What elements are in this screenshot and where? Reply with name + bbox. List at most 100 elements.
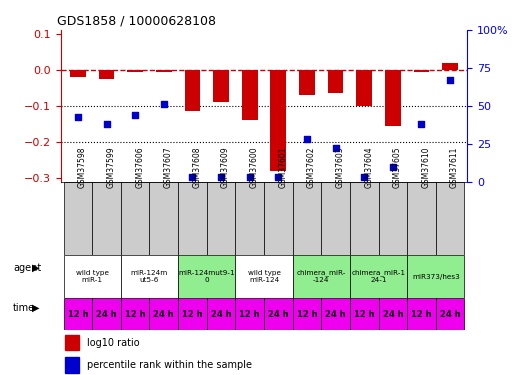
Point	[102, 121, 111, 127]
Text: GSM37600: GSM37600	[250, 146, 259, 188]
Bar	[92, 298, 121, 330]
Text: 24 h: 24 h	[96, 310, 117, 319]
Bar	[328, 70, 343, 93]
Text: GDS1858 / 10000628108: GDS1858 / 10000628108	[56, 15, 215, 27]
Text: 24 h: 24 h	[154, 310, 174, 319]
Bar	[121, 298, 149, 330]
Bar	[436, 298, 465, 330]
Bar	[264, 298, 293, 330]
Bar	[264, 182, 293, 255]
Text: miR-124mut9-1
0: miR-124mut9-1 0	[178, 270, 235, 283]
Point	[417, 121, 426, 127]
Bar	[379, 298, 407, 330]
Text: 12 h: 12 h	[68, 310, 88, 319]
Bar	[235, 298, 264, 330]
Bar	[242, 70, 258, 120]
Text: GSM37609: GSM37609	[221, 146, 230, 188]
Text: ▶: ▶	[32, 303, 39, 313]
Bar	[436, 182, 465, 255]
Bar	[235, 255, 293, 298]
Point	[389, 164, 397, 170]
Point	[274, 174, 282, 180]
Bar	[442, 63, 458, 70]
Bar	[213, 70, 229, 102]
Point	[188, 174, 196, 180]
Text: GSM37601: GSM37601	[278, 146, 287, 188]
Bar	[293, 182, 321, 255]
Text: GSM37598: GSM37598	[78, 146, 87, 188]
Text: GSM37611: GSM37611	[450, 146, 459, 188]
Bar	[379, 182, 407, 255]
Text: 12 h: 12 h	[354, 310, 374, 319]
Text: GSM37610: GSM37610	[421, 146, 430, 188]
Bar	[121, 255, 178, 298]
Bar	[207, 298, 235, 330]
Bar	[63, 298, 92, 330]
Text: 24 h: 24 h	[211, 310, 231, 319]
Text: 24 h: 24 h	[382, 310, 403, 319]
Bar	[127, 70, 143, 72]
Bar	[156, 70, 172, 72]
Text: 24 h: 24 h	[440, 310, 460, 319]
Bar	[149, 182, 178, 255]
Bar	[350, 255, 407, 298]
Bar	[299, 70, 315, 95]
Bar	[407, 298, 436, 330]
Text: 24 h: 24 h	[268, 310, 289, 319]
Bar	[385, 70, 401, 126]
Text: GSM37604: GSM37604	[364, 146, 373, 188]
Text: GSM37599: GSM37599	[107, 146, 116, 188]
Text: 12 h: 12 h	[411, 310, 432, 319]
Point	[303, 136, 311, 142]
Bar	[350, 182, 379, 255]
Text: 12 h: 12 h	[182, 310, 203, 319]
Bar	[350, 298, 379, 330]
Bar	[207, 182, 235, 255]
Bar	[63, 255, 121, 298]
Text: 24 h: 24 h	[325, 310, 346, 319]
Text: GSM37606: GSM37606	[135, 146, 144, 188]
Bar	[65, 334, 79, 350]
Bar	[293, 298, 321, 330]
Point	[74, 114, 82, 120]
Text: miR373/hes3: miR373/hes3	[412, 274, 460, 280]
Point	[159, 101, 168, 107]
Point	[217, 174, 225, 180]
Text: GSM37603: GSM37603	[336, 146, 345, 188]
Bar	[178, 182, 207, 255]
Text: chimera_miR-
-124: chimera_miR- -124	[297, 270, 346, 284]
Bar	[270, 70, 286, 171]
Text: agent: agent	[13, 263, 42, 273]
Point	[131, 112, 139, 118]
Text: miR-124m
ut5-6: miR-124m ut5-6	[131, 270, 168, 283]
Bar	[149, 298, 178, 330]
Text: wild type
miR-1: wild type miR-1	[76, 270, 109, 283]
Point	[246, 174, 254, 180]
Text: GSM37608: GSM37608	[192, 146, 201, 188]
Text: 12 h: 12 h	[297, 310, 317, 319]
Bar	[356, 70, 372, 106]
Point	[446, 77, 454, 83]
Text: log10 ratio: log10 ratio	[87, 338, 140, 348]
Bar	[413, 70, 429, 72]
Bar	[70, 70, 86, 77]
Bar	[235, 182, 264, 255]
Text: GSM37602: GSM37602	[307, 146, 316, 188]
Text: chimera_miR-1
24-1: chimera_miR-1 24-1	[352, 270, 406, 284]
Bar	[185, 70, 200, 111]
Text: ▶: ▶	[32, 263, 39, 273]
Bar	[293, 255, 350, 298]
Text: 12 h: 12 h	[125, 310, 146, 319]
Text: GSM37607: GSM37607	[164, 146, 173, 188]
Text: 12 h: 12 h	[239, 310, 260, 319]
Bar	[92, 182, 121, 255]
Bar	[407, 255, 465, 298]
Bar	[121, 182, 149, 255]
Text: wild type
miR-124: wild type miR-124	[248, 270, 280, 283]
Text: GSM37605: GSM37605	[393, 146, 402, 188]
Bar	[178, 298, 207, 330]
Bar	[321, 182, 350, 255]
Bar	[321, 298, 350, 330]
Bar	[63, 182, 92, 255]
Bar	[178, 255, 235, 298]
